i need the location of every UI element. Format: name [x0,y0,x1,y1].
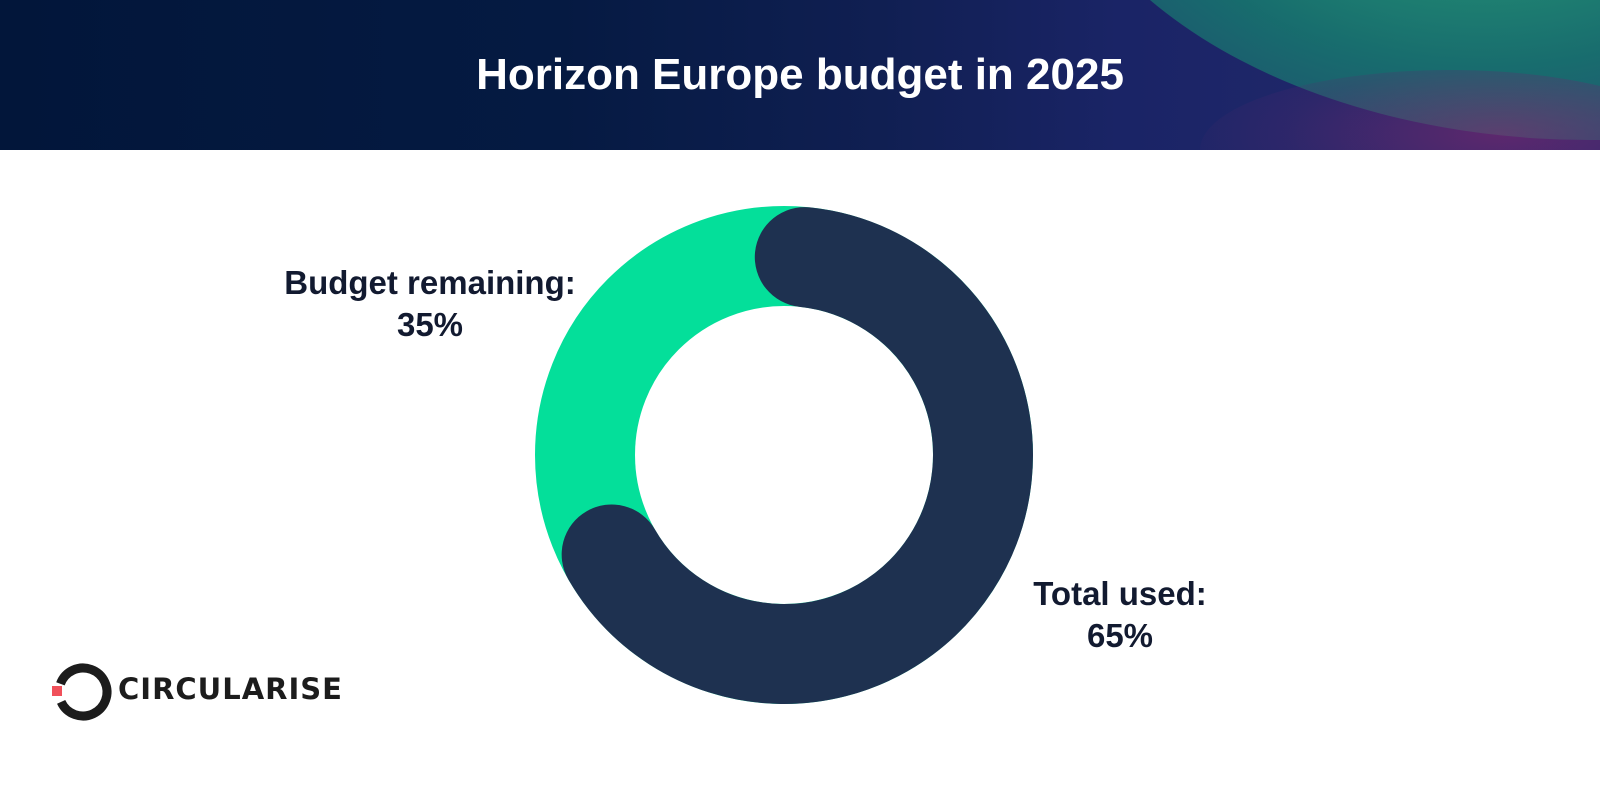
circularise-logo: CIRCULARISE [50,658,342,726]
header-banner: Horizon Europe budget in 2025 [0,0,1600,150]
label-budget-remaining-name: Budget remaining: [284,264,576,301]
label-budget-remaining-value: 35% [396,306,464,343]
logo-accent-mark [52,686,62,696]
label-total-used-name: Total used: [1033,575,1207,612]
donut-layer [535,206,1033,704]
donut-slice-total-used [561,207,1033,704]
page-title: Horizon Europe budget in 2025 [476,50,1124,99]
label-total-used: Total used: 65% [990,573,1250,657]
label-total-used-value: 65% [1086,617,1154,654]
label-budget-remaining: Budget remaining: 35% [260,262,600,346]
circularise-logo-icon [52,663,112,721]
logo-text: CIRCULARISE [118,672,343,706]
